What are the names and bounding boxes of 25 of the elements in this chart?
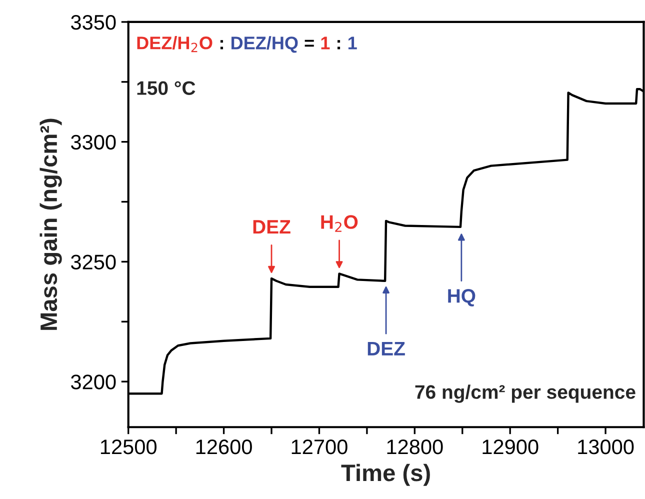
- x-axis-title: Time (s): [341, 464, 430, 486]
- x-tick-label: 12500: [100, 440, 157, 454]
- annotation: 1: [321, 36, 330, 50]
- x-tick-label: 13000: [578, 440, 634, 454]
- annotation: 150 °C: [137, 81, 196, 95]
- y-axis-title: Mass gain (ng/cm²): [40, 118, 62, 330]
- y-tick-label: 3300: [71, 134, 116, 150]
- annotation: 1: [348, 36, 357, 50]
- x-tick-label: 12700: [292, 440, 348, 454]
- annotation: 76 ng/cm² per sequence: [415, 384, 636, 403]
- annotation: DEZ/HQ: [232, 36, 298, 53]
- y-tick-label: 3350: [71, 14, 116, 30]
- y-tick-label: 3200: [71, 374, 116, 390]
- annotation: =: [304, 40, 314, 47]
- annotation: DEZ: [253, 220, 290, 234]
- x-tick-label: 12900: [482, 440, 538, 454]
- annotation: H$_{2}$O: [321, 215, 358, 232]
- annotation: HQ: [448, 289, 476, 306]
- annotation: DEZ/H$_{2}$O: [137, 36, 212, 52]
- annotation: :: [220, 40, 224, 50]
- annotation: DEZ: [368, 342, 405, 356]
- y-tick-label: 3250: [71, 254, 116, 270]
- annotation: :: [338, 40, 340, 50]
- x-tick-label: 12600: [196, 440, 252, 454]
- x-tick-label: 12800: [387, 440, 443, 454]
